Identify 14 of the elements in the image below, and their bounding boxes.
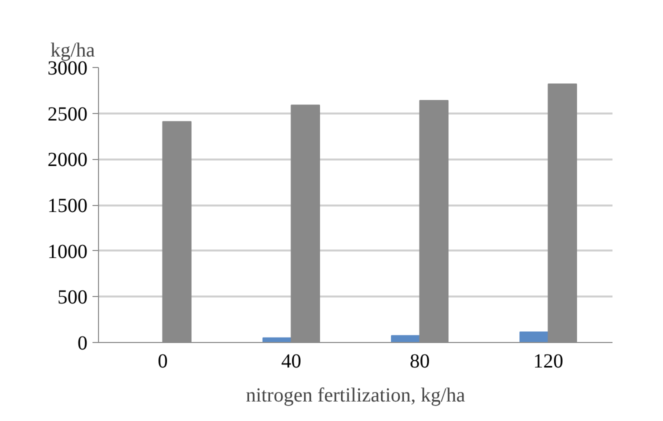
x-tick-label: 0 (158, 350, 168, 372)
y-tick-label: 0 (78, 332, 88, 354)
x-axis-title: nitrogen fertilization, kg/ha (246, 384, 466, 406)
x-tick-label: 120 (533, 350, 564, 372)
y-tick-label: 500 (58, 286, 88, 309)
y-axis-title: kg/ha (50, 40, 96, 62)
y-tick-label: 2000 (48, 149, 88, 172)
y-tick-label: 2500 (48, 103, 88, 126)
bar (390, 335, 420, 342)
y-tick-label: 1500 (48, 195, 88, 217)
x-tick-label: 40 (281, 350, 302, 372)
bar (519, 331, 549, 342)
x-tick-label: 80 (410, 350, 430, 372)
y-tick-label: 1000 (48, 240, 88, 263)
